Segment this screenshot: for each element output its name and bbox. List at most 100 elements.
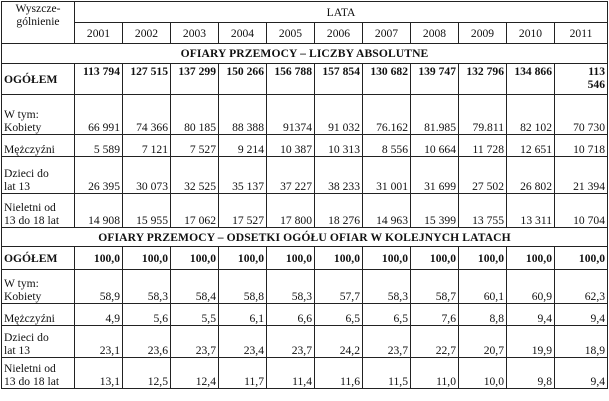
row-label-kobiety-pct: W tym: Kobiety (1, 269, 75, 304)
cell-dzieci-abs: 37 227 (266, 156, 315, 194)
cell-nieletni-abs: 14 908 (74, 193, 123, 228)
header-label-cell: Wyszcze- gólnienie (1, 1, 75, 44)
year-2009: 2009 (458, 22, 507, 44)
cell-ogolem-pct: 100,0 (314, 246, 363, 270)
cell-dzieci-pct: 22,7 (410, 325, 459, 358)
cell-kobiety-pct: 58,8 (218, 269, 267, 304)
row-label-kobiety-abs: W tym: Kobiety (1, 94, 75, 135)
cell-nieletni-pct: 12,5 (122, 357, 171, 389)
year-2003: 2003 (170, 22, 219, 44)
cell-ogolem-abs: 139 747 (410, 63, 459, 95)
cell-ogolem-pct: 100,0 (74, 246, 123, 270)
cell-ogolem-pct: 100,0 (218, 246, 267, 270)
year-2005: 2005 (266, 22, 315, 44)
row-label-line2: Kobiety (4, 121, 42, 134)
cell-kobiety-abs: 80 185 (170, 94, 219, 135)
cell-nieletni-abs: 14 963 (362, 193, 411, 228)
cell-mezczyzni-pct: 5,5 (170, 303, 219, 326)
cell-mezczyzni-pct: 6,5 (314, 303, 363, 326)
cell-mezczyzni-pct: 8,8 (458, 303, 507, 326)
table-row: Dzieci do lat 13 26 395 30 073 32 525 35… (1, 156, 609, 194)
cell-nieletni-pct: 11,6 (314, 357, 363, 389)
cell-dzieci-abs: 38 233 (314, 156, 363, 194)
row-label-mezczyzni-pct: Mężczyźni (1, 303, 75, 326)
cell-ogolem-pct: 100,0 (266, 246, 315, 270)
cell-kobiety-abs: 91 032 (314, 94, 363, 135)
cell-nieletni-pct: 11,0 (410, 357, 459, 389)
row-label-line2: 13 do 18 lat (4, 214, 60, 227)
cell-ogolem-abs-2011-line1: 113 (588, 65, 606, 78)
cell-dzieci-abs: 31 001 (362, 156, 411, 194)
cell-kobiety-pct: 58,9 (74, 269, 123, 304)
cell-nieletni-pct: 11,5 (362, 357, 411, 389)
cell-kobiety-pct: 57,7 (314, 269, 363, 304)
cell-ogolem-pct: 100,0 (170, 246, 219, 270)
cell-nieletni-abs: 15 399 (410, 193, 459, 228)
table-row: Mężczyźni 5 589 7 121 7 527 9 214 10 387… (1, 134, 609, 157)
cell-ogolem-pct: 100,0 (553, 246, 609, 270)
table-row: W tym: Kobiety 66 991 74 366 80 185 88 3… (1, 94, 609, 135)
cell-nieletni-pct: 11,4 (266, 357, 315, 389)
header-row-years: 2001 2002 2003 2004 2005 2006 2007 2008 … (2, 22, 609, 44)
statistics-table: Wyszcze- gólnienie LATA 2001 2002 2003 2… (0, 1, 609, 389)
cell-dzieci-abs: 27 502 (458, 156, 507, 194)
cell-dzieci-pct: 23,4 (218, 325, 267, 358)
cell-dzieci-pct: 23,7 (170, 325, 219, 358)
cell-mezczyzni-pct: 4,9 (74, 303, 123, 326)
cell-kobiety-abs: 91374 (266, 94, 315, 135)
row-label-dzieci-pct: Dzieci do lat 13 (1, 325, 75, 358)
cell-kobiety-pct: 58,4 (170, 269, 219, 304)
cell-kobiety-pct: 60,9 (506, 269, 555, 304)
cell-ogolem-abs: 113 794 (74, 63, 123, 95)
cell-mezczyzni-abs: 9 214 (218, 134, 267, 157)
cell-nieletni-pct: 9,4 (553, 357, 609, 389)
table-row: OGÓŁEM 113 794 127 515 137 299 150 266 1… (1, 63, 609, 95)
row-label-line1: W tym: (4, 108, 39, 121)
cell-mezczyzni-pct: 9,4 (553, 303, 609, 326)
cell-mezczyzni-abs: 5 589 (74, 134, 123, 157)
cell-nieletni-pct: 10,0 (458, 357, 507, 389)
cell-mezczyzni-abs: 12 651 (506, 134, 555, 157)
cell-ogolem-abs: 132 796 (458, 63, 507, 95)
cell-dzieci-pct: 23,1 (74, 325, 123, 358)
row-label-dzieci-abs: Dzieci do lat 13 (1, 156, 75, 194)
cell-nieletni-abs: 17 527 (218, 193, 267, 228)
cell-mezczyzni-abs: 10 718 (553, 134, 609, 157)
row-label-line1: Nieletni od (4, 362, 56, 375)
year-2007: 2007 (362, 22, 411, 44)
cell-ogolem-abs: 137 299 (170, 63, 219, 95)
cell-kobiety-pct: 60,1 (458, 269, 507, 304)
cell-mezczyzni-pct: 5,6 (122, 303, 171, 326)
cell-dzieci-pct: 24,2 (314, 325, 363, 358)
cell-kobiety-abs: 76.162 (362, 94, 411, 135)
cell-nieletni-abs: 10 704 (553, 193, 609, 228)
cell-ogolem-abs-2011: 113 546 (553, 63, 609, 95)
cell-dzieci-abs: 21 394 (553, 156, 609, 194)
cell-mezczyzni-abs: 10 387 (266, 134, 315, 157)
cell-mezczyzni-abs: 11 728 (458, 134, 507, 157)
cell-ogolem-pct: 100,0 (122, 246, 171, 270)
cell-dzieci-abs: 32 525 (170, 156, 219, 194)
cell-nieletni-pct: 13,1 (74, 357, 123, 389)
cell-mezczyzni-abs: 10 664 (410, 134, 459, 157)
cell-kobiety-abs: 82 102 (506, 94, 555, 135)
row-label-ogolem-abs: OGÓŁEM (1, 63, 75, 95)
cell-nieletni-abs: 18 276 (314, 193, 363, 228)
row-label-line2: lat 13 (4, 344, 31, 357)
year-2010: 2010 (506, 22, 555, 44)
cell-dzieci-abs: 30 073 (122, 156, 171, 194)
cell-ogolem-abs: 130 682 (362, 63, 411, 95)
year-2011: 2011 (553, 22, 609, 44)
cell-dzieci-abs: 31 699 (410, 156, 459, 194)
table-row: OGÓŁEM 100,0 100,0 100,0 100,0 100,0 100… (1, 246, 609, 270)
cell-kobiety-pct: 58,3 (362, 269, 411, 304)
cell-kobiety-pct: 58,7 (410, 269, 459, 304)
row-label-nieletni-abs: Nieletni od 13 do 18 lat (1, 193, 75, 228)
table-row: W tym: Kobiety 58,9 58,3 58,4 58,8 58,3 … (1, 269, 609, 304)
row-label-line2: lat 13 (4, 180, 31, 193)
row-label-mezczyzni-abs: Mężczyźni (1, 134, 75, 157)
cell-kobiety-abs: 66 991 (74, 94, 123, 135)
cell-ogolem-abs: 157 854 (314, 63, 363, 95)
cell-nieletni-pct: 11,7 (218, 357, 267, 389)
cell-dzieci-abs: 35 137 (218, 156, 267, 194)
